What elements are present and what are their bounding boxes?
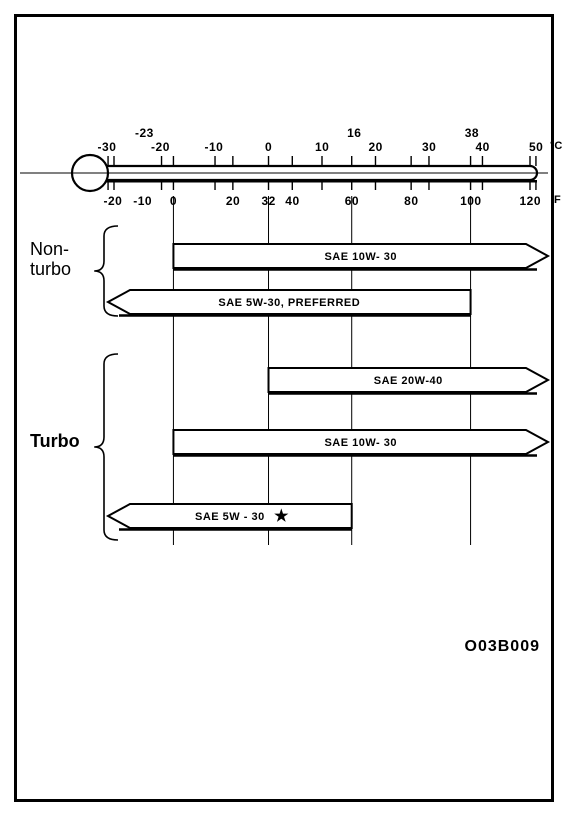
c-tick-30: 30: [422, 140, 436, 154]
c-tick-20: 20: [368, 140, 382, 154]
f-tick-40: 40: [285, 194, 299, 208]
c-tick-10: 10: [315, 140, 329, 154]
star-icon: ★: [274, 508, 289, 525]
bar-label-t_20w40: SAE 20W-40: [374, 375, 443, 387]
c-unit: °C: [550, 140, 562, 152]
c-callout-38: 38: [465, 126, 479, 140]
f-unit: F: [554, 194, 561, 206]
c-tick-40: 40: [475, 140, 489, 154]
f-tick--20: -20: [104, 194, 123, 208]
f-tick-100: 100: [460, 194, 482, 208]
f-tick-80: 80: [404, 194, 418, 208]
f-tick-120: 120: [520, 194, 542, 208]
bar-label-nt_10w30: SAE 10W- 30: [324, 251, 397, 263]
c-tick-0: 0: [265, 140, 272, 154]
f-callout--10: -10: [133, 194, 152, 208]
c-callout-16: 16: [347, 126, 361, 140]
f-tick-60: 60: [345, 194, 359, 208]
c-tick-50: 50: [529, 140, 543, 154]
c-tick--30: -30: [98, 140, 117, 154]
c-tick--10: -10: [205, 140, 224, 154]
bar-label-t_5w30: SAE 5W - 30: [195, 511, 265, 523]
bar-label-t_10w30: SAE 10W- 30: [324, 437, 397, 449]
f-tick-20: 20: [226, 194, 240, 208]
f-callout-32: 32: [262, 194, 276, 208]
c-tick--20: -20: [151, 140, 170, 154]
bar-label-nt_5w30: SAE 5W-30, PREFERRED: [218, 297, 360, 309]
c-callout--23: -23: [135, 126, 154, 140]
diagram-surface: SAE 10W- 30 SAE 5W-30, PREFERRED SAE 20W-4…: [0, 0, 568, 816]
f-tick-0: 0: [170, 194, 177, 208]
